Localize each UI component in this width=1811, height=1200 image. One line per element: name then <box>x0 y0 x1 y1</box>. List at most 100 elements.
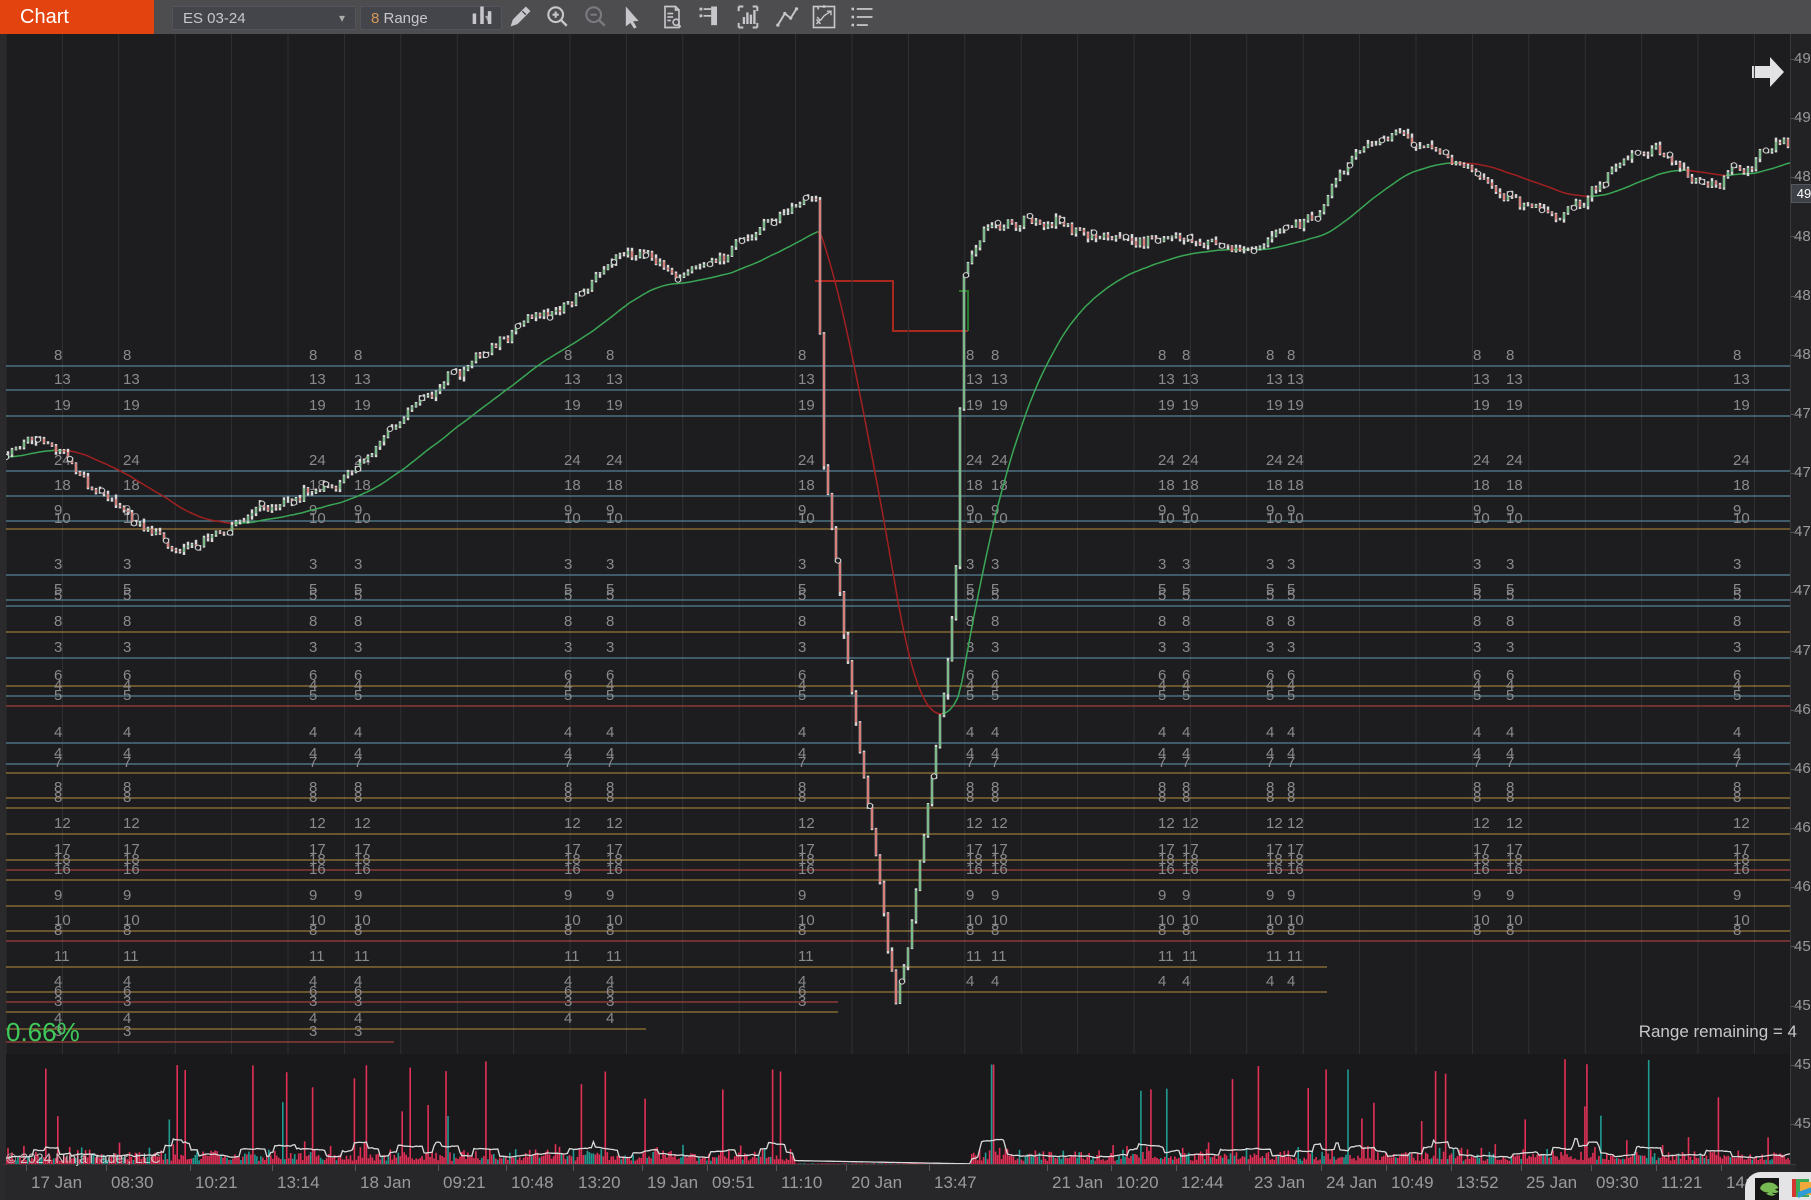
svg-text:8: 8 <box>123 347 131 364</box>
svg-text:8: 8 <box>123 922 131 939</box>
svg-text:4: 4 <box>54 724 62 741</box>
svg-text:19: 19 <box>54 397 71 414</box>
svg-text:5: 5 <box>123 587 131 604</box>
svg-text:3: 3 <box>798 639 806 656</box>
svg-text:5: 5 <box>564 687 572 704</box>
svg-text:8: 8 <box>606 922 614 939</box>
svg-text:12: 12 <box>966 815 983 832</box>
svg-text:7: 7 <box>1473 754 1481 771</box>
svg-text:12: 12 <box>1473 815 1490 832</box>
svg-text:8: 8 <box>991 789 999 806</box>
svg-text:4: 4 <box>1506 724 1514 741</box>
svg-text:7: 7 <box>798 754 806 771</box>
svg-text:10: 10 <box>309 510 326 527</box>
svg-text:9: 9 <box>1506 887 1514 904</box>
svg-text:8: 8 <box>123 789 131 806</box>
svg-text:24: 24 <box>606 452 623 469</box>
svg-text:16: 16 <box>1266 861 1283 878</box>
svg-text:13: 13 <box>1182 371 1199 388</box>
svg-text:18: 18 <box>54 477 71 494</box>
svg-text:4: 4 <box>606 1010 614 1027</box>
svg-text:24: 24 <box>1287 452 1304 469</box>
svg-text:4: 4 <box>991 973 999 990</box>
svg-text:18: 18 <box>123 477 140 494</box>
svg-text:18: 18 <box>966 477 983 494</box>
svg-text:9: 9 <box>1473 887 1481 904</box>
svg-text:10: 10 <box>1266 510 1283 527</box>
svg-text:3: 3 <box>123 993 131 1010</box>
svg-text:13: 13 <box>991 371 1008 388</box>
svg-text:3: 3 <box>354 556 362 573</box>
svg-text:19: 19 <box>309 397 326 414</box>
svg-text:3: 3 <box>1733 639 1741 656</box>
svg-text:8: 8 <box>798 922 806 939</box>
svg-text:3: 3 <box>354 639 362 656</box>
svg-text:4: 4 <box>1287 973 1295 990</box>
svg-text:7: 7 <box>1287 754 1295 771</box>
svg-text:8: 8 <box>309 613 317 630</box>
svg-text:12: 12 <box>1287 815 1304 832</box>
svg-text:12: 12 <box>1506 815 1523 832</box>
svg-text:10: 10 <box>1182 510 1199 527</box>
svg-text:3: 3 <box>54 993 62 1010</box>
svg-text:3: 3 <box>798 993 806 1010</box>
svg-text:8: 8 <box>1158 789 1166 806</box>
svg-text:5: 5 <box>54 687 62 704</box>
svg-text:11: 11 <box>798 948 814 965</box>
svg-text:7: 7 <box>1158 754 1166 771</box>
svg-text:8: 8 <box>798 613 806 630</box>
svg-text:3: 3 <box>606 556 614 573</box>
svg-text:7: 7 <box>123 754 131 771</box>
svg-text:8: 8 <box>1733 789 1741 806</box>
svg-text:5: 5 <box>991 687 999 704</box>
svg-text:4: 4 <box>606 724 614 741</box>
svg-text:8: 8 <box>1506 347 1514 364</box>
svg-text:5: 5 <box>1506 587 1514 604</box>
svg-text:9: 9 <box>1158 887 1166 904</box>
svg-text:11: 11 <box>1158 948 1174 965</box>
svg-text:3: 3 <box>1473 556 1481 573</box>
svg-text:5: 5 <box>966 687 974 704</box>
svg-text:8: 8 <box>564 347 572 364</box>
svg-text:4: 4 <box>1266 973 1274 990</box>
svg-text:8: 8 <box>606 347 614 364</box>
svg-text:10: 10 <box>1473 510 1490 527</box>
svg-text:19: 19 <box>123 397 140 414</box>
svg-text:3: 3 <box>798 556 806 573</box>
svg-text:11: 11 <box>123 948 139 965</box>
svg-text:5: 5 <box>1266 587 1274 604</box>
svg-text:18: 18 <box>606 477 623 494</box>
svg-text:4: 4 <box>123 724 131 741</box>
svg-text:11: 11 <box>966 948 982 965</box>
svg-text:12: 12 <box>354 815 371 832</box>
svg-text:24: 24 <box>123 452 140 469</box>
svg-text:8: 8 <box>798 347 806 364</box>
svg-text:5: 5 <box>1733 587 1741 604</box>
svg-text:5: 5 <box>1506 687 1514 704</box>
svg-text:10: 10 <box>1733 510 1750 527</box>
svg-text:3: 3 <box>564 993 572 1010</box>
svg-text:16: 16 <box>966 861 983 878</box>
svg-text:8: 8 <box>564 789 572 806</box>
svg-text:16: 16 <box>1158 861 1175 878</box>
svg-text:19: 19 <box>798 397 815 414</box>
svg-text:8: 8 <box>798 789 806 806</box>
svg-text:13: 13 <box>54 371 71 388</box>
svg-text:18: 18 <box>1158 477 1175 494</box>
svg-text:10: 10 <box>54 510 71 527</box>
svg-text:5: 5 <box>991 587 999 604</box>
svg-text:8: 8 <box>966 789 974 806</box>
svg-text:12: 12 <box>123 815 140 832</box>
svg-text:10: 10 <box>966 510 983 527</box>
svg-text:11: 11 <box>309 948 325 965</box>
svg-text:19: 19 <box>1287 397 1304 414</box>
svg-text:7: 7 <box>564 754 572 771</box>
svg-text:8: 8 <box>123 613 131 630</box>
svg-text:4: 4 <box>1182 973 1190 990</box>
svg-text:16: 16 <box>354 861 371 878</box>
svg-text:8: 8 <box>1182 347 1190 364</box>
svg-text:5: 5 <box>1287 687 1295 704</box>
svg-text:8: 8 <box>1158 922 1166 939</box>
svg-text:24: 24 <box>1266 452 1283 469</box>
svg-text:12: 12 <box>1182 815 1199 832</box>
